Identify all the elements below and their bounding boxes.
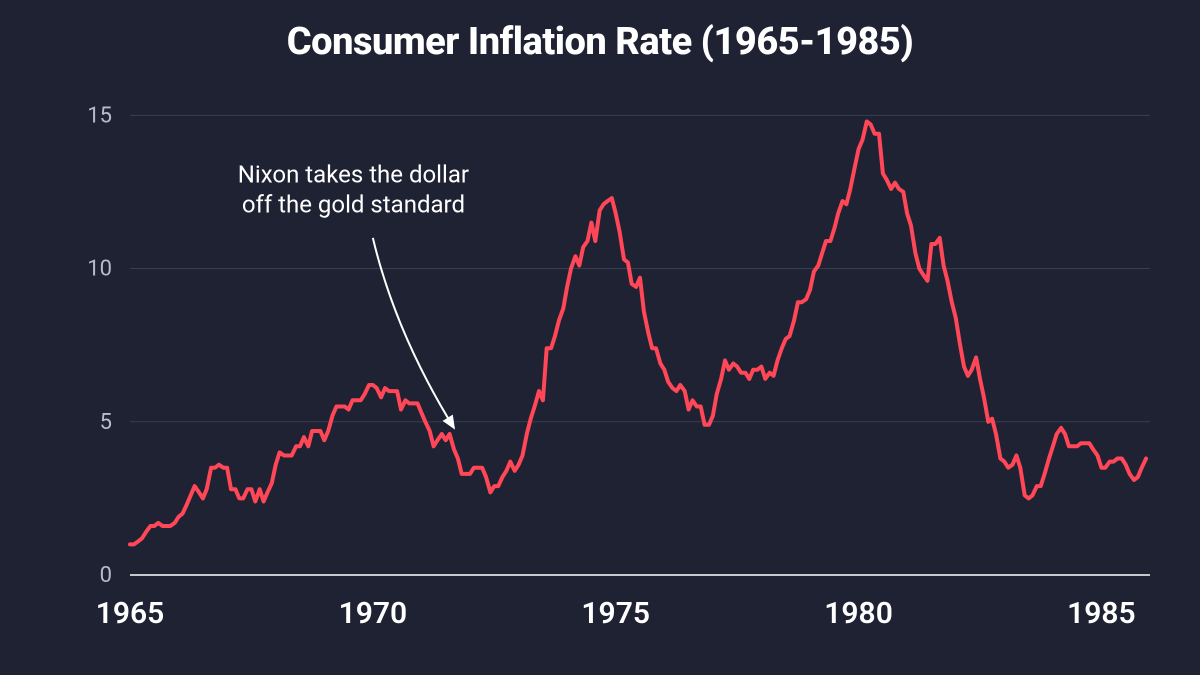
y-axis-label: 0	[100, 563, 112, 588]
annotation-arrow	[373, 238, 454, 428]
x-axis-label: 1970	[339, 596, 408, 631]
annotation-text: Nixon takes the dollar	[238, 161, 469, 189]
x-axis-label: 1975	[581, 596, 650, 631]
x-axis-label: 1965	[96, 596, 165, 631]
chart-container: 0 5 10 15 1965 1970 1975 1980 1985 Nixon takes th…	[0, 0, 1200, 675]
y-axis-label: 10	[87, 257, 112, 282]
x-axis-label: 1985	[1067, 596, 1136, 631]
y-axis-label: 5	[100, 410, 112, 435]
x-axis-label: 1980	[824, 596, 893, 631]
chart-title: Consumer Inflation Rate (1965-1985)	[0, 20, 1200, 64]
annotation-text: off the gold standard	[242, 191, 465, 219]
y-axis-label: 15	[87, 103, 112, 128]
inflation-line-chart: 0 5 10 15 1965 1970 1975 1980 1985 Nixon takes th…	[0, 0, 1200, 675]
